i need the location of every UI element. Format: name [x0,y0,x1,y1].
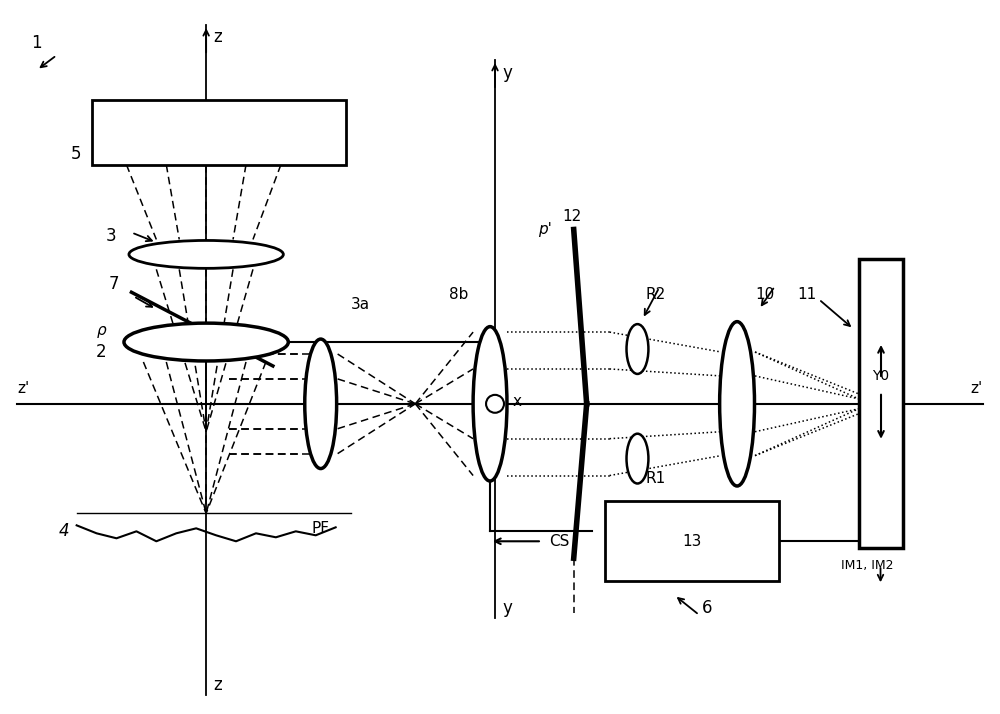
Text: CS: CS [550,534,570,549]
Text: 4: 4 [59,523,70,540]
Text: 8b: 8b [449,287,468,302]
Ellipse shape [627,324,648,374]
Text: 11: 11 [797,287,816,302]
Text: x: x [513,394,522,409]
Text: 6: 6 [702,599,712,617]
Text: 1: 1 [31,34,42,52]
Text: z': z' [18,381,30,396]
Text: z: z [214,675,222,694]
Text: y: y [502,599,512,617]
Ellipse shape [305,339,337,468]
Text: 13: 13 [683,534,702,549]
Ellipse shape [129,241,283,268]
Text: z': z' [970,381,982,396]
Ellipse shape [124,323,288,361]
Bar [859,259,903,548]
Ellipse shape [473,326,507,481]
Ellipse shape [720,321,755,486]
Text: z: z [214,29,222,46]
Text: PF: PF [312,521,330,536]
Text: 5: 5 [71,145,82,163]
Text: Y0: Y0 [872,369,890,383]
Text: IM1, IM2: IM1, IM2 [841,558,893,572]
Text: p': p' [538,222,552,237]
Text: 12: 12 [562,209,581,224]
Text: R1: R1 [645,471,666,486]
Ellipse shape [627,433,648,483]
Text: 2: 2 [96,343,107,361]
Text: 3a: 3a [351,297,370,312]
Text: 9: 9 [621,521,630,536]
Text: y: y [502,64,512,82]
Text: R2: R2 [645,287,666,302]
Bar [92,100,346,165]
Text: 10: 10 [755,287,775,302]
Text: ρ: ρ [97,323,107,338]
Text: 3: 3 [106,228,116,246]
Text: 7: 7 [109,276,119,293]
Bar [605,501,779,581]
